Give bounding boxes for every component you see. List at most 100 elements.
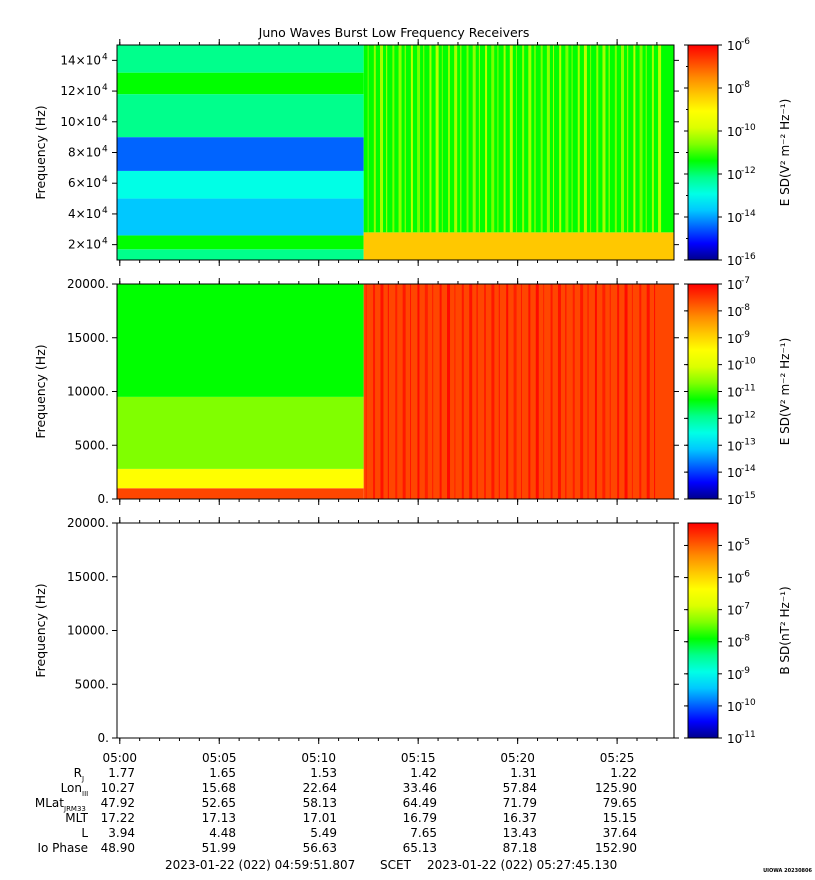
ephemeris-value: 15.68 — [202, 781, 236, 795]
ephemeris-value: 51.99 — [202, 841, 236, 855]
colorbar-gradient — [687, 283, 719, 500]
emission-stripe — [553, 45, 555, 233]
ephemeris-value: 37.64 — [603, 826, 637, 840]
emission-stripe — [423, 45, 425, 233]
y-tick-label: 8×10 — [68, 146, 101, 160]
figure-title: Juno Waves Burst Low Frequency Receivers — [258, 25, 530, 40]
time-tick-label: 05:10 — [301, 751, 336, 765]
ephemeris-value: 4.48 — [209, 826, 236, 840]
emission-stripe — [515, 45, 517, 233]
spectral-region — [117, 94, 364, 138]
spectral-region — [117, 396, 364, 469]
emission-stripe — [483, 284, 486, 499]
emission-stripe — [577, 45, 580, 233]
emission-stripe — [565, 45, 569, 233]
emission-stripe — [476, 284, 478, 499]
emission-stripe — [503, 45, 506, 233]
colorbar-tick-label: 10 — [727, 539, 742, 553]
ephemeris-row-subscript: JRM33 — [63, 805, 86, 813]
y-tick-label: 5000. — [75, 677, 109, 691]
y-tick-label: 2×10 — [68, 238, 101, 252]
y-tick-label: 6×10 — [68, 176, 101, 190]
emission-stripe — [631, 284, 633, 499]
spectral-region — [363, 284, 674, 499]
emission-stripe — [392, 45, 395, 233]
emission-stripe — [639, 284, 642, 499]
y-tick-label: 5000. — [75, 438, 109, 452]
colorbar-tick-label: 10 — [727, 254, 742, 268]
ephemeris-value: 56.63 — [303, 841, 337, 855]
colorbar-tick-label: 10 — [727, 359, 742, 373]
ephemeris-value: 65.13 — [403, 841, 437, 855]
ephemeris-value: 1.65 — [209, 766, 236, 780]
ephemeris-value: 15.15 — [603, 811, 637, 825]
emission-stripe — [506, 284, 509, 499]
ephemeris-row-label: R — [74, 766, 82, 780]
emission-stripe — [627, 45, 629, 233]
spectral-region — [117, 468, 364, 489]
footer-scet-label: SCET — [380, 858, 412, 872]
emission-stripe — [417, 284, 420, 499]
emission-stripe — [602, 284, 606, 499]
colorbar-tick-exponent: -14 — [741, 209, 756, 219]
emission-stripe — [535, 284, 539, 499]
ephemeris-table: R J 1.77 1.65 1.53 1.42 1.31 1.22 Lon III 10.27 15.… — [35, 766, 637, 855]
colorbar-tick-label: 10 — [727, 332, 742, 346]
emission-stripe — [528, 284, 531, 499]
colorbar-tick-exponent: -9 — [741, 666, 750, 676]
colorbar-tick-exponent: -8 — [741, 80, 750, 90]
spectral-region — [363, 232, 674, 260]
colorbar-gradient — [687, 522, 719, 739]
emission-stripe — [546, 45, 550, 233]
y-tick-label: 4×10 — [68, 207, 101, 221]
ephemeris-value: 47.92 — [101, 796, 135, 810]
emission-stripe — [580, 284, 584, 499]
ephemeris-value: 13.43 — [503, 826, 537, 840]
colorbar: 10-710-810-910-1010-1110-1210-1310-1410-… — [684, 276, 792, 507]
y-tick-label: 10000. — [67, 624, 109, 638]
colorbar-tick-label: 10 — [727, 412, 742, 426]
y-tick-exponent: 4 — [102, 145, 108, 155]
emission-stripe — [447, 284, 451, 499]
time-tick-label: 05:05 — [202, 751, 237, 765]
colorbar-tick-exponent: -15 — [741, 491, 756, 501]
ephemeris-value: 125.90 — [595, 781, 637, 795]
y-tick-exponent: 4 — [102, 52, 108, 62]
ephemeris-value: 58.13 — [303, 796, 337, 810]
ephemeris-row-label: L — [81, 826, 88, 840]
emission-stripe — [373, 284, 376, 499]
ephemeris-value: 5.49 — [310, 826, 337, 840]
emission-stripe — [543, 284, 545, 499]
colorbar-tick-exponent: -7 — [741, 276, 750, 286]
y-tick-exponent: 4 — [102, 175, 108, 185]
emission-stripe — [439, 284, 442, 499]
colorbar-tick-label: 10 — [727, 211, 742, 225]
colorbar-tick-label: 10 — [727, 604, 742, 618]
ephemeris-value: 22.64 — [303, 781, 337, 795]
emission-stripe — [596, 45, 599, 233]
emission-stripe — [365, 284, 367, 499]
y-tick-label: 14×10 — [60, 53, 101, 67]
emission-stripe — [429, 45, 432, 233]
y-tick-label: 10000. — [67, 385, 109, 399]
emission-stripe — [565, 284, 567, 499]
emission-stripe — [441, 45, 443, 233]
time-axis: 05:00 05:05 05:10 05:15 05:20 05:25 — [102, 751, 634, 765]
emission-stripe — [491, 284, 495, 499]
colorbar-label: E SD(V² m⁻² Hz⁻¹) — [778, 99, 792, 207]
ephemeris-row-label: Io Phase — [37, 841, 88, 855]
ephemeris-value: 17.01 — [303, 811, 337, 825]
emission-stripe — [608, 45, 610, 233]
emission-stripe — [386, 45, 388, 233]
y-tick-label: 0. — [98, 731, 109, 745]
panel-1: 2×10 44×10 46×10 48×10 410×10 412×10 414×10 4Fr… — [33, 37, 792, 268]
y-tick-label: 10×10 — [60, 115, 101, 129]
colorbar-tick-exponent: -13 — [741, 437, 756, 447]
spectral-region — [117, 488, 364, 499]
emission-stripe — [380, 284, 384, 499]
colorbar-tick-exponent: -7 — [741, 602, 750, 612]
ephemeris-value: 79.65 — [603, 796, 637, 810]
footer-start-time: 2023-01-22 (022) 04:59:51.807 — [165, 858, 355, 872]
emission-stripe — [559, 45, 562, 233]
